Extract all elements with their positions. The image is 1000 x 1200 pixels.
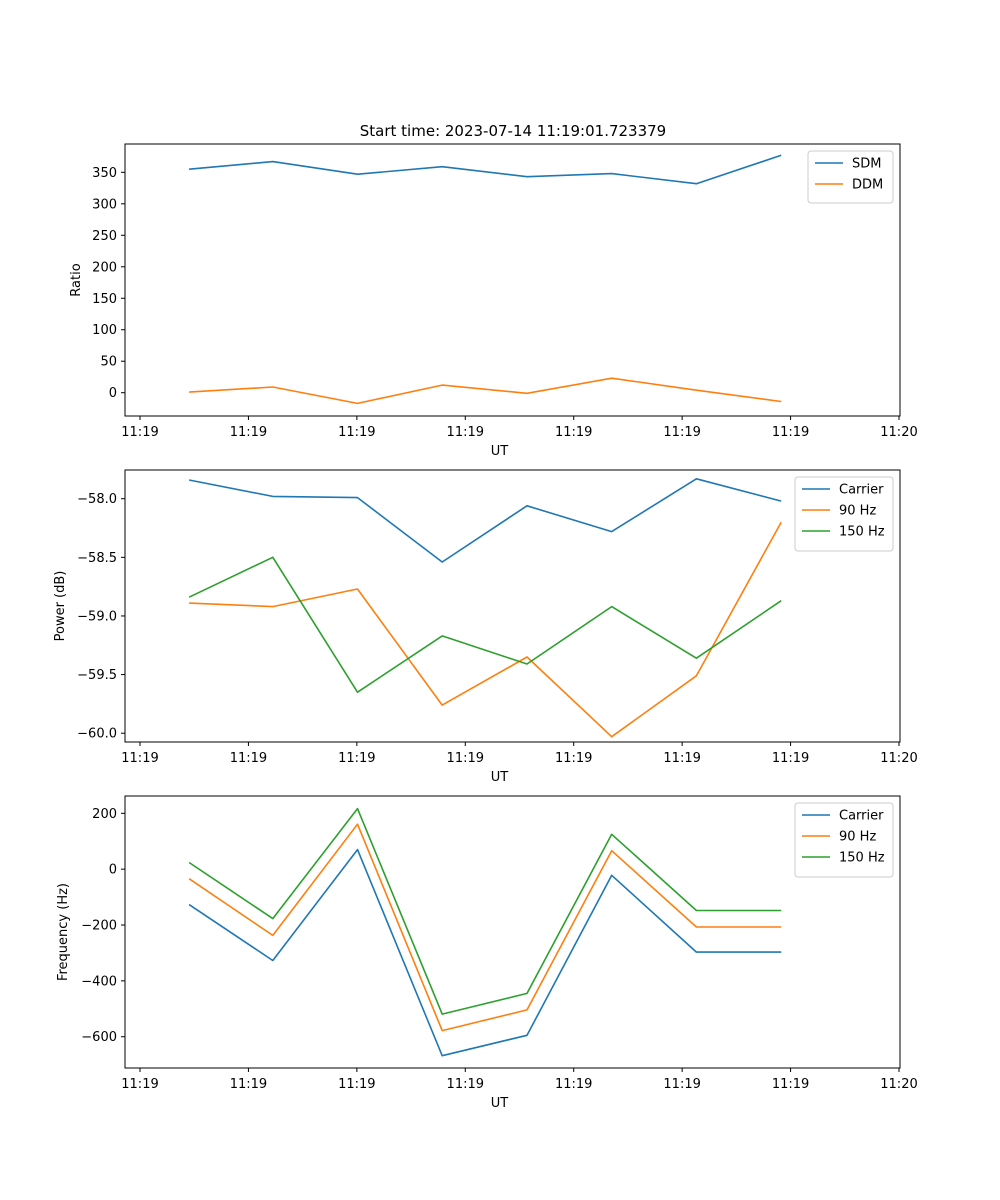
x-tick-label: 11:19 [663,1077,700,1092]
series-line-carrier [188,848,782,1057]
x-tick-label: 11:19 [338,425,375,440]
x-axis-label: UT [491,444,509,459]
x-tick-label: 11:20 [880,425,917,440]
y-tick-label: −59.0 [77,609,117,624]
x-tick-label: 11:19 [447,751,484,766]
y-tick-label: −200 [81,919,117,934]
x-tick-label: 11:19 [772,1077,809,1092]
x-tick-label: 11:19 [121,1077,158,1092]
x-tick-label: 11:19 [230,751,267,766]
y-tick-label: −59.5 [77,668,117,683]
y-axis-label: Frequency (Hz) [56,883,71,981]
x-tick-label: 11:19 [121,751,158,766]
legend-label-ddm: DDM [852,178,883,193]
legend-box [794,802,894,878]
series-line-150-hz [188,556,782,694]
y-tick-label: −600 [81,1030,117,1045]
y-tick-label: 150 [92,292,117,307]
legend-label-150-hz: 150 Hz [839,851,885,866]
series-line-ddm [189,377,782,405]
x-tick-label: 11:20 [880,1077,917,1092]
y-tick-label: 250 [92,229,117,244]
legend-label-carrier: Carrier [839,809,884,824]
x-tick-label: 11:19 [772,425,809,440]
legend-label-sdm: SDM [852,157,881,172]
x-tick-label: 11:19 [555,1077,592,1092]
y-tick-label: 0 [109,863,117,878]
legend-label-150-hz: 150 Hz [839,525,885,540]
y-tick-label: −58.5 [77,551,117,566]
legend-label-carrier: Carrier [839,483,884,498]
series-line-90-hz [188,823,782,1032]
legend-label-90-hz: 90 Hz [839,830,876,845]
plot-frame [124,795,901,1069]
y-tick-label: −58.0 [77,492,117,507]
x-tick-label: 11:19 [447,1077,484,1092]
series-line-sdm [189,154,782,185]
ratio-panel: 11:19 11:19 11:19 11:19 11:19 11:19 11:19 11:20… [69,143,918,459]
x-tick-label: 11:19 [447,425,484,440]
x-tick-label: 11:19 [121,425,158,440]
x-axis-label: UT [491,770,509,785]
x-tick-label: 11:19 [663,425,700,440]
y-tick-label: 300 [92,197,117,212]
y-tick-label: −400 [81,974,117,989]
series-line-150-hz [188,807,782,1015]
legend-label-90-hz: 90 Hz [839,504,876,519]
y-axis-label: Ratio [69,263,84,296]
y-tick-label: 350 [92,166,117,181]
y-tick-label: 200 [92,807,117,822]
y-tick-label: 50 [100,355,117,370]
x-tick-label: 11:19 [338,1077,375,1092]
power-panel: 11:19 11:19 11:19 11:19 11:19 11:19 11:19 11:20… [53,469,918,785]
plot-frame [124,469,901,743]
y-tick-label: −60.0 [77,727,117,742]
x-tick-label: 11:19 [555,751,592,766]
figure-title: Start time: 2023-07-14 11:19:01.723379 [360,122,666,140]
x-tick-label: 11:19 [230,425,267,440]
legend-box [807,150,894,204]
plot-frame [124,143,901,417]
x-tick-label: 11:19 [338,751,375,766]
legend-box [794,476,894,552]
y-axis-label: Power (dB) [53,571,68,642]
x-tick-label: 11:19 [772,751,809,766]
frequency-panel: 11:19 11:19 11:19 11:19 11:19 11:19 11:19 11:20… [56,795,918,1111]
y-tick-label: 200 [92,260,117,275]
x-tick-label: 11:19 [555,425,592,440]
y-tick-label: 0 [109,386,117,401]
x-tick-label: 11:20 [880,751,917,766]
x-tick-label: 11:19 [663,751,700,766]
y-tick-label: 100 [92,323,117,338]
x-tick-label: 11:19 [230,1077,267,1092]
series-line-carrier [188,477,782,563]
series-line-90-hz [189,521,782,738]
x-axis-label: UT [491,1096,509,1111]
